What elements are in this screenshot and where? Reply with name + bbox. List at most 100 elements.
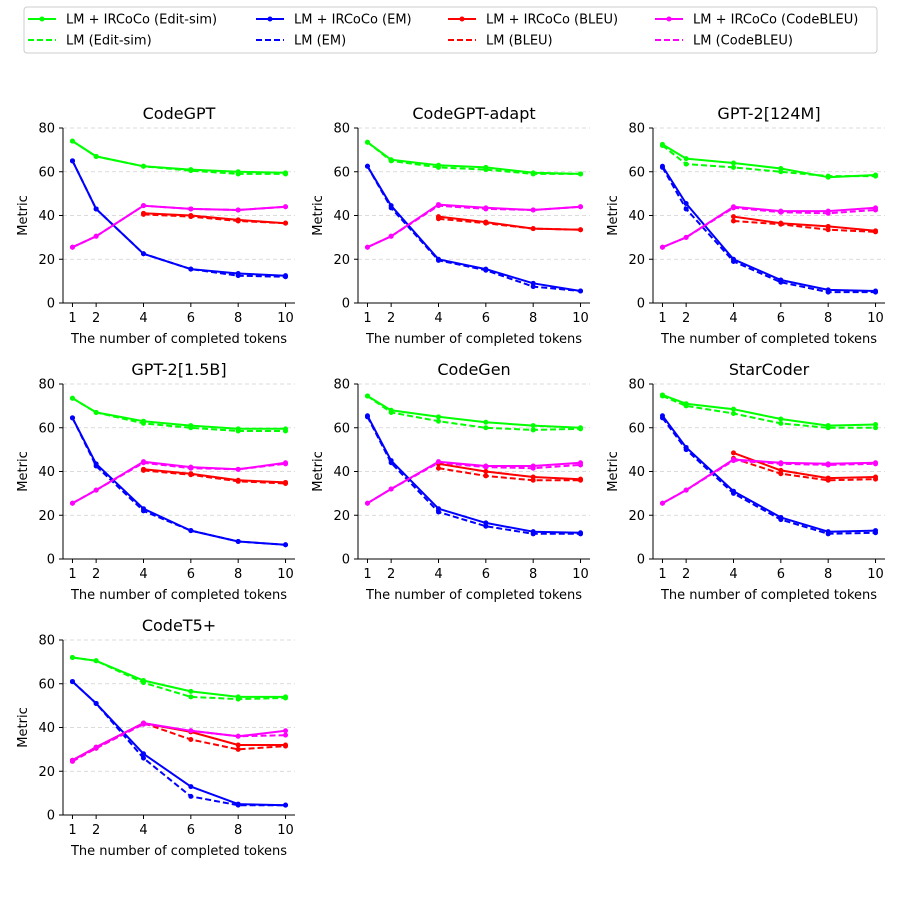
data-point [364,244,370,250]
legend-entry: LM + IRCoCo (BLEU) [448,13,618,28]
y-tick-label: 80 [38,122,55,137]
series-line [72,722,286,762]
data-point [730,214,736,220]
x-tick-label: 6 [482,311,490,326]
legend-entry: LM (Edit-sim) [28,34,152,49]
data-point [578,204,584,210]
data-point [235,270,241,276]
data-point [483,463,489,469]
legend-label: LM (BLEU) [486,34,553,49]
data-point [778,460,784,466]
panel-title: CodeGen [437,360,510,379]
x-axis-label: The number of completed tokens [660,332,877,347]
x-axis-label: The number of completed tokens [70,844,287,859]
legend-marker [459,16,465,22]
series-line [143,469,286,485]
legend-entry: LM (CodeBLEU) [655,34,793,49]
data-point [140,466,146,472]
x-tick-label: 10 [277,823,294,838]
data-point [283,728,289,734]
y-tick-label: 40 [333,465,350,480]
data-point [530,529,536,535]
data-point [388,157,394,163]
data-point [93,461,99,467]
series [69,395,289,432]
series [364,414,584,537]
data-point [188,688,194,694]
legend-marker [39,16,45,22]
y-tick-label: 20 [38,509,55,524]
data-point [659,413,665,419]
data-point [530,170,536,176]
series [69,459,289,506]
y-axis-label: Metric [311,195,326,235]
data-point [235,801,241,807]
data-point [530,474,536,480]
data-point [435,506,441,512]
series [659,204,879,250]
data-point [69,415,75,421]
series [364,393,584,431]
data-point [140,506,146,512]
data-point [188,694,194,700]
y-tick-label: 0 [342,297,350,312]
series [364,202,584,250]
panel: 0 20 40 60 80 1 2 4 6 8 10 StarCoder The number of c… [606,360,885,603]
series [69,203,289,250]
data-point [778,467,784,473]
data-point [483,425,489,431]
series-line [662,395,876,429]
data-point [283,742,289,748]
series-line [733,457,876,482]
data-point [188,213,194,218]
series [69,203,289,250]
data-point [188,464,194,470]
data-point [578,460,584,466]
data-point [388,486,394,492]
y-tick-label: 40 [38,465,55,480]
data-point [364,413,370,419]
x-tick-label: 10 [277,311,294,326]
series-line [438,215,581,231]
data-point [483,520,489,526]
data-point [188,423,194,429]
y-axis-label: Metric [311,451,326,491]
series-line [661,417,876,535]
y-tick-label: 60 [38,677,55,692]
y-axis-label: Metric [606,451,621,491]
data-point [283,732,289,738]
panel: 0 20 40 60 80 1 2 4 6 8 10 CodeT5+ The number of com… [16,616,295,859]
series-line [733,215,876,232]
data-point [93,487,99,493]
y-tick-label: 80 [333,122,350,137]
series [140,466,289,485]
series-line [71,417,286,546]
series [69,720,289,763]
y-tick-label: 0 [637,553,645,568]
data-point [530,280,536,286]
y-tick-label: 40 [628,465,645,480]
data-point [188,728,194,734]
data-point [235,466,241,472]
data-point [730,488,736,494]
series-line [72,460,286,505]
data-point [235,426,241,432]
x-tick-label: 2 [682,567,690,582]
y-tick-label: 0 [637,297,645,312]
series-line [71,160,286,277]
x-tick-label: 10 [572,311,589,326]
data-point [283,694,289,700]
data-point [235,742,241,748]
y-tick-label: 0 [47,809,55,824]
legend-marker [267,16,273,22]
series [659,143,879,179]
data-point [778,277,784,283]
series [69,158,289,280]
x-tick-label: 6 [777,567,785,582]
data-point [235,694,241,700]
data-point [235,169,241,175]
series [435,214,584,233]
x-tick-label: 1 [363,567,371,582]
data-point [235,207,241,213]
x-tick-label: 6 [187,823,195,838]
